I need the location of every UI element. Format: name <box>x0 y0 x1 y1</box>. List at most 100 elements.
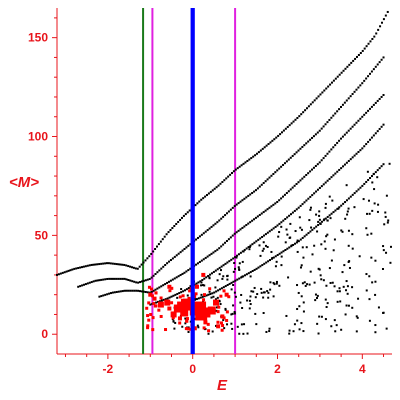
state-point <box>223 179 226 182</box>
state-point <box>308 283 311 286</box>
state-point <box>309 230 312 233</box>
state-point <box>185 270 188 273</box>
highlight-point <box>220 328 224 332</box>
state-point <box>172 294 175 297</box>
state-point <box>345 161 348 164</box>
state-point <box>262 211 265 214</box>
state-point <box>369 177 372 180</box>
state-point <box>247 246 250 249</box>
state-point <box>341 135 344 138</box>
state-point <box>179 274 182 277</box>
state-point <box>218 247 221 250</box>
state-point <box>355 190 358 193</box>
highlight-point <box>146 324 150 328</box>
state-point <box>318 210 321 213</box>
state-point <box>332 174 335 177</box>
state-point <box>253 241 256 244</box>
state-point <box>102 278 105 281</box>
state-point <box>298 328 301 331</box>
state-point <box>176 296 179 299</box>
state-point <box>345 289 348 292</box>
state-point <box>84 265 87 268</box>
state-point <box>261 235 264 238</box>
state-point <box>334 330 337 333</box>
state-point <box>326 219 329 222</box>
state-point <box>261 264 264 267</box>
highlight-point <box>168 289 172 293</box>
state-point <box>220 287 223 290</box>
state-point <box>203 295 206 298</box>
state-point <box>210 252 213 255</box>
state-point <box>346 292 349 295</box>
state-point <box>280 251 283 254</box>
highlight-point <box>208 287 212 291</box>
state-point <box>346 65 349 68</box>
state-point <box>318 315 321 318</box>
state-point <box>338 206 341 209</box>
state-point <box>154 273 157 276</box>
state-point <box>384 211 387 214</box>
state-point <box>123 289 126 292</box>
state-point <box>183 271 186 274</box>
state-point <box>336 300 339 303</box>
state-point <box>276 200 279 203</box>
state-point <box>318 186 321 189</box>
state-point <box>291 211 294 214</box>
state-point <box>331 281 334 284</box>
state-point <box>213 291 216 294</box>
state-point <box>319 222 322 225</box>
highlight-point <box>188 289 192 293</box>
state-point <box>164 264 167 267</box>
state-point <box>239 251 242 254</box>
state-point <box>203 284 206 287</box>
state-point <box>330 116 333 119</box>
state-point <box>234 279 237 282</box>
state-point <box>155 245 158 248</box>
state-point <box>309 170 312 173</box>
state-point <box>266 290 269 293</box>
state-point <box>197 326 200 329</box>
state-point <box>179 218 182 221</box>
state-point <box>345 199 348 202</box>
state-point <box>257 266 260 269</box>
state-point <box>311 168 314 171</box>
state-point <box>160 285 163 288</box>
state-point <box>204 230 207 233</box>
state-point <box>144 259 147 262</box>
state-point <box>303 175 306 178</box>
state-point <box>82 283 85 286</box>
state-point <box>166 281 169 284</box>
state-point <box>130 266 133 269</box>
state-point <box>245 247 248 250</box>
state-point <box>298 305 301 308</box>
state-point <box>352 59 355 62</box>
state-point <box>345 184 348 187</box>
state-point <box>382 18 385 21</box>
state-point <box>189 267 192 270</box>
state-point <box>235 203 238 206</box>
state-point <box>239 228 242 231</box>
state-point <box>202 232 205 235</box>
state-point <box>269 288 272 291</box>
state-point <box>210 272 213 275</box>
state-point <box>246 159 249 162</box>
state-point <box>257 238 260 241</box>
state-point <box>117 277 120 280</box>
state-point <box>222 275 225 278</box>
state-point <box>302 111 305 114</box>
state-point <box>56 273 58 276</box>
y-tick-label: 100 <box>28 130 48 144</box>
state-point <box>277 134 280 137</box>
state-point <box>333 285 336 288</box>
state-point <box>380 125 383 128</box>
state-point <box>357 86 360 89</box>
state-point <box>247 272 250 275</box>
state-point <box>370 105 373 108</box>
state-point <box>347 129 350 132</box>
state-point <box>357 297 360 300</box>
state-point <box>129 265 132 268</box>
state-point <box>189 285 192 288</box>
state-point <box>299 266 302 269</box>
state-point <box>232 170 235 173</box>
state-point <box>334 144 337 147</box>
